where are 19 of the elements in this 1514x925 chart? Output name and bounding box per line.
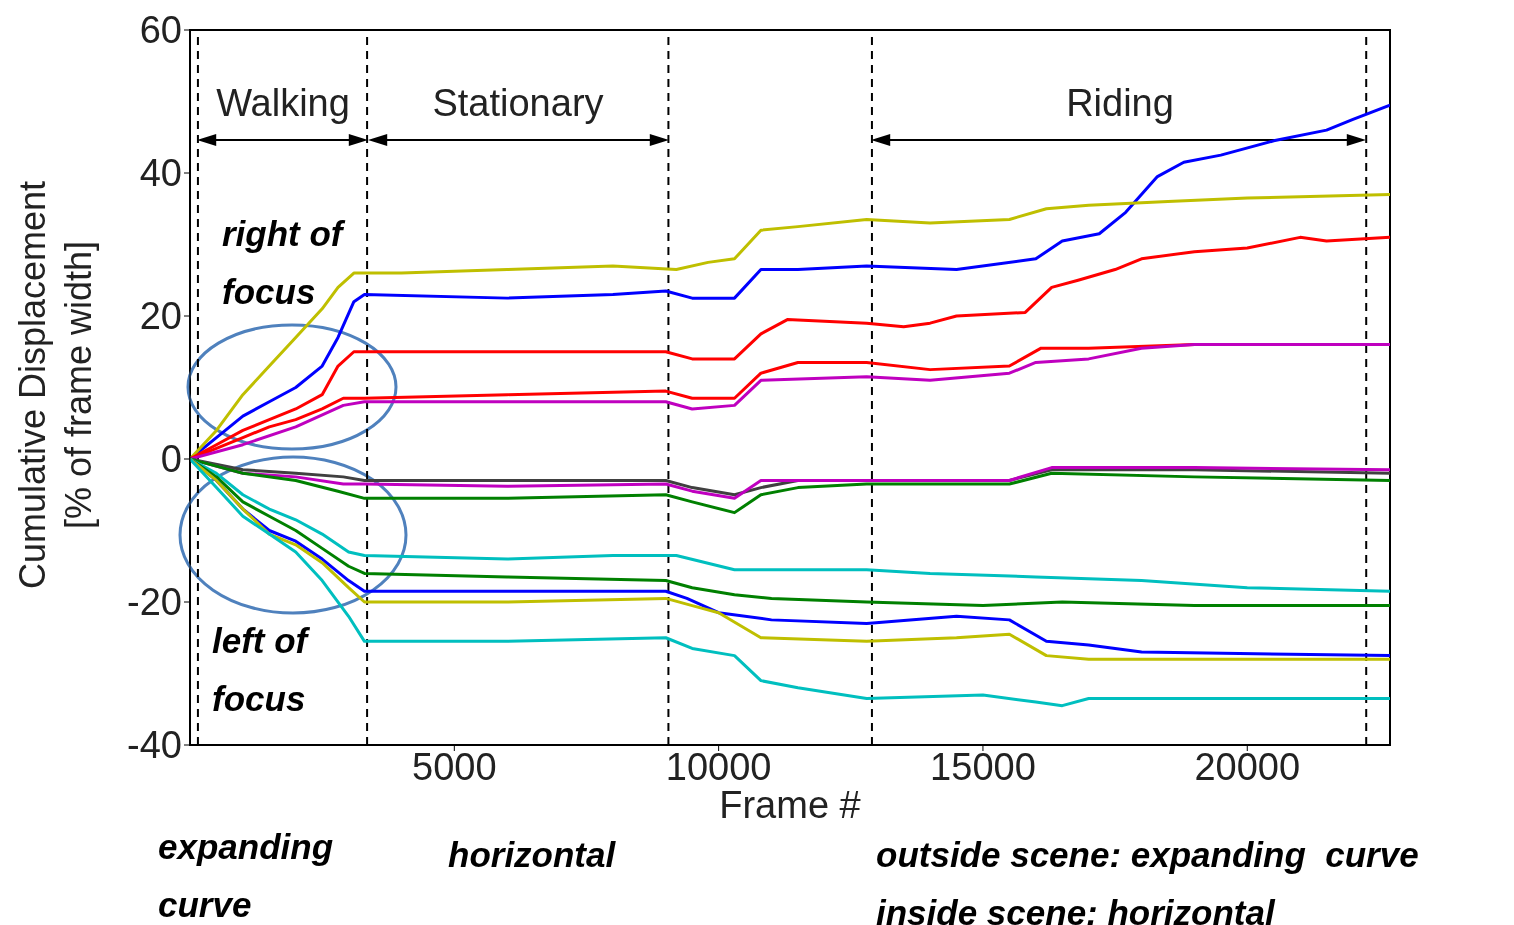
text: outside scene: expanding curve <box>876 834 1420 876</box>
annotation: Walking <box>216 82 350 124</box>
y-tick-label: 0 <box>160 438 182 481</box>
text: horizontal <box>448 834 617 876</box>
annotation: right of focus <box>222 213 347 313</box>
x-tick-label: 15000 <box>930 745 1036 788</box>
text: expanding curve <box>158 826 335 925</box>
y-tick-label: -20 <box>127 581 182 624</box>
annotation: Stationary <box>432 82 604 124</box>
y-tick-label: 40 <box>139 152 182 195</box>
x-tick-label: 5000 <box>412 745 497 788</box>
text: inside scene: horizontal <box>876 892 1277 925</box>
y-tick-label: 60 <box>139 9 182 52</box>
y-axis-title: Cumulative Displacement [% of frame width] <box>12 180 99 590</box>
x-tick-label: 20000 <box>1194 745 1301 788</box>
y-tick-label: -40 <box>127 724 182 767</box>
y-tick-label: 20 <box>139 295 182 338</box>
annotation: Riding <box>1066 82 1174 124</box>
annotation: left of focus <box>212 620 311 720</box>
